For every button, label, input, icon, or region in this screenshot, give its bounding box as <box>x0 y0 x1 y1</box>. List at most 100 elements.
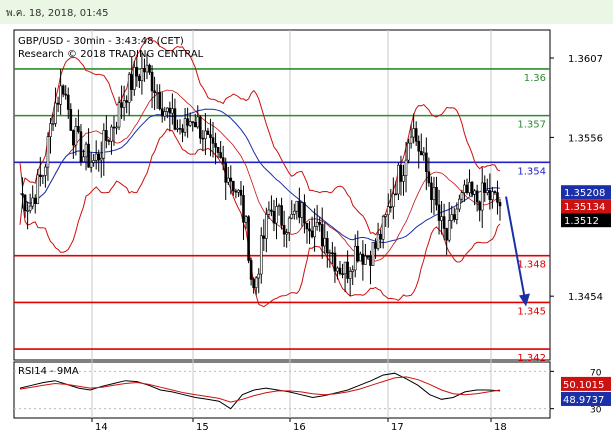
candle-body <box>458 198 461 210</box>
candle-body <box>326 238 329 254</box>
candle-body <box>125 100 128 103</box>
candle-body <box>31 197 34 207</box>
candle-body <box>346 261 349 279</box>
candle-body <box>82 156 85 162</box>
candle-body <box>480 182 484 211</box>
rsi-series <box>19 376 501 403</box>
candle-body <box>173 108 177 130</box>
candle-body <box>300 202 304 218</box>
candle-body <box>115 126 118 129</box>
candle-body <box>87 143 90 168</box>
candlesticks <box>21 52 502 297</box>
candle-body <box>254 277 258 288</box>
candle-body <box>193 122 197 128</box>
candle-body <box>389 206 393 208</box>
candle-body <box>366 255 370 258</box>
candle-body <box>257 273 261 279</box>
research-credit: Research © 2018 TRADING CENTRAL <box>18 49 204 60</box>
candle-body <box>166 107 169 112</box>
candle-body <box>351 269 354 272</box>
candle-body <box>452 214 456 220</box>
rsi-lines <box>19 372 501 410</box>
y-axis: 1.3607 1.3556 1.3454 70 30 <box>550 54 603 416</box>
candle-body <box>265 214 268 239</box>
candle-body <box>155 92 159 94</box>
candle-body <box>493 191 497 193</box>
candle-body <box>369 255 372 266</box>
candle-body <box>148 64 151 73</box>
candle-body <box>402 175 405 182</box>
price-tag-label: 1.35134 <box>564 202 605 213</box>
candle-body <box>303 202 306 224</box>
x-tick-label: 16 <box>293 422 306 433</box>
level-label: 1.345 <box>517 306 546 317</box>
candle-body <box>94 153 98 161</box>
candle-body <box>69 109 73 131</box>
candle-body <box>341 273 344 275</box>
candle-body <box>374 242 377 249</box>
candle-body <box>450 214 454 221</box>
candle-body <box>384 214 388 217</box>
candle-body <box>41 175 45 178</box>
candle-body <box>475 190 479 203</box>
candle-body <box>397 164 400 195</box>
candle-body <box>460 192 464 200</box>
candle-body <box>97 153 101 161</box>
candle-body <box>84 143 88 158</box>
candle-body <box>318 222 321 225</box>
candle-body <box>305 222 309 230</box>
candle-body <box>44 166 47 176</box>
candle-body <box>315 222 319 227</box>
candle-body <box>259 235 263 275</box>
candle-body <box>272 211 276 224</box>
candle-body <box>381 216 385 240</box>
candle-body <box>371 242 375 266</box>
rsi-title: RSI14 - 9MA <box>18 366 79 377</box>
candle-body <box>333 252 337 272</box>
candle-body <box>171 108 174 114</box>
candle-body <box>359 253 362 262</box>
candle-body <box>440 216 443 221</box>
price-tag <box>561 199 611 214</box>
candle-body <box>79 131 83 162</box>
candle-body <box>127 74 131 103</box>
candle-body <box>145 64 149 73</box>
candle-body <box>356 246 360 262</box>
candle-body <box>201 137 205 140</box>
candle-body <box>158 92 161 110</box>
candle-body <box>331 252 334 255</box>
price-tag-label: 1.3512 <box>564 216 599 227</box>
candle-body <box>407 142 410 161</box>
candle-body <box>204 130 207 140</box>
forecast-arrow-head <box>519 293 530 307</box>
candle-body <box>138 75 141 82</box>
candle-body <box>409 136 413 144</box>
candle-body <box>295 200 299 212</box>
candle-body <box>102 130 106 159</box>
x-tick-label: 14 <box>95 422 108 433</box>
candle-body <box>23 194 27 212</box>
candle-body <box>425 152 428 173</box>
candle-body <box>229 177 233 182</box>
price-tags: 1.35208 1.35134 1.3512 50.1015 48.9737 <box>561 185 611 406</box>
candle-body <box>105 130 108 141</box>
candle-body <box>163 111 167 117</box>
candle-body <box>445 228 448 241</box>
candle-body <box>122 100 126 108</box>
candle-body <box>442 216 446 229</box>
candle-body <box>66 94 70 110</box>
candle-body <box>150 71 154 92</box>
candle-body <box>478 201 481 211</box>
symbol-title: GBP/USD - 30min - 3:43:48 (CET) <box>18 36 184 47</box>
candle-body <box>242 195 245 223</box>
candle-body <box>412 128 415 138</box>
candle-body <box>465 184 469 193</box>
candle-body <box>226 177 230 183</box>
level-label: 1.357 <box>517 120 546 131</box>
candle-body <box>488 190 492 200</box>
candle-body <box>267 209 271 215</box>
candle-body <box>49 123 52 137</box>
candle-body <box>61 85 65 95</box>
candle-body <box>447 220 451 241</box>
candle-body <box>206 130 210 135</box>
